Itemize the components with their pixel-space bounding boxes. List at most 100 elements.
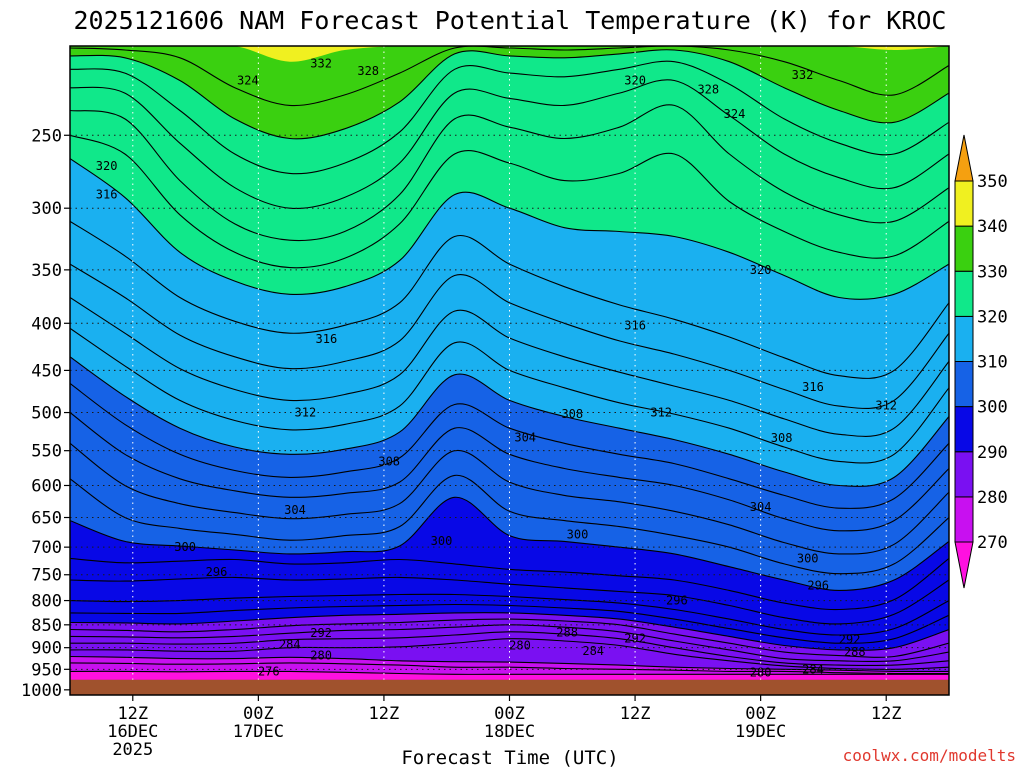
contour-label-316: 316	[802, 380, 824, 394]
isotherm-316	[70, 263, 949, 410]
contour-label-288: 288	[556, 625, 578, 639]
colorbar-segment-max	[954, 134, 974, 182]
contour-label-304: 304	[514, 430, 536, 444]
x-tick-label-h78-0: 12Z	[871, 704, 902, 724]
colorbar-segment-300	[954, 361, 974, 408]
contour-label-292: 292	[624, 632, 646, 646]
x-tick-label-h42-0: 00Z	[494, 704, 525, 724]
contour-label-324: 324	[237, 74, 259, 88]
contour-label-280: 280	[509, 639, 531, 653]
y-tick-label-950: 950	[31, 660, 62, 680]
contour-label-308: 308	[771, 431, 793, 445]
contour-label-284: 284	[279, 638, 301, 652]
isotherm-328	[70, 60, 949, 175]
x-tick-label-h30-0: 12Z	[369, 704, 400, 724]
y-axis: 250 300 350 400 450 500 550 600 650 700 750 800 850 9…	[21, 126, 70, 701]
contour-label-320: 320	[96, 159, 118, 173]
isotherm-306	[70, 412, 949, 532]
x-tick-label-h66-1: 19DEC	[735, 722, 786, 742]
contour-label-280: 280	[750, 666, 772, 680]
contour-label-316: 316	[96, 188, 118, 202]
colorbar-segment-340	[954, 180, 974, 227]
contour-label-308: 308	[378, 454, 400, 468]
y-tick-label-800: 800	[31, 592, 62, 612]
colorbar-segment-320	[954, 270, 974, 317]
contour-label-328: 328	[357, 64, 379, 78]
colorbar: 270 280 290 300 310 320 330 340 350	[954, 134, 1008, 589]
colorbar-label-300: 300	[977, 398, 1008, 418]
fill-band-340	[70, 46, 949, 62]
x-tick-label-h6-1: 16DEC	[107, 722, 158, 742]
y-tick-label-850: 850	[31, 616, 62, 636]
contour-label-316: 316	[316, 332, 338, 346]
isotherm-292	[70, 603, 949, 644]
isotherm-310	[70, 356, 949, 487]
colorbar-label-290: 290	[977, 443, 1008, 463]
contour-label-300: 300	[567, 527, 589, 541]
y-tick-label-1000: 1000	[21, 681, 62, 701]
x-axis-label: Forecast Time (UTC)	[401, 747, 618, 768]
colorbar-segment-330	[954, 225, 974, 272]
isotherm-326	[70, 79, 949, 210]
contour-label-320: 320	[750, 263, 772, 277]
y-tick-label-400: 400	[31, 314, 62, 334]
isotherm-308	[70, 383, 949, 509]
contour-labels: 324 332 328 320 328 332 324 320 316 320 316 316 316 3…	[96, 57, 897, 680]
colorbar-segment-310	[954, 315, 974, 362]
isotherm-284	[70, 631, 949, 667]
colorbar-label-310: 310	[977, 353, 1008, 373]
contour-label-316: 316	[624, 318, 646, 332]
contour-label-312: 312	[875, 398, 897, 412]
y-tick-label-650: 650	[31, 509, 62, 529]
y-tick-label-450: 450	[31, 361, 62, 381]
y-tick-label-550: 550	[31, 442, 62, 462]
contour-label-308: 308	[561, 407, 583, 421]
contour-label-300: 300	[797, 551, 819, 565]
colorbar-label-270: 270	[977, 533, 1008, 553]
isotherm-320	[70, 158, 949, 300]
contour-label-296: 296	[666, 594, 688, 608]
contour-label-312: 312	[650, 406, 672, 420]
contour-label-284: 284	[802, 662, 824, 676]
chart-title: 2025121606 NAM Forecast Potential Temper…	[74, 6, 947, 35]
colorbar-segment-290	[954, 406, 974, 453]
contour-label-276: 276	[258, 664, 280, 678]
contour-label-324: 324	[724, 107, 746, 121]
colorbar-segment-280	[954, 451, 974, 498]
credit-text: coolwx.com/modelts	[843, 746, 1016, 765]
y-tick-label-900: 900	[31, 639, 62, 659]
contour-label-332: 332	[310, 57, 332, 71]
contour-label-292: 292	[310, 626, 332, 640]
y-tick-label-600: 600	[31, 477, 62, 497]
isotherm-312	[70, 327, 949, 464]
contour-label-300: 300	[174, 540, 196, 554]
colorbar-label-330: 330	[977, 262, 1008, 282]
surface-terrain	[70, 679, 949, 695]
contour-label-328: 328	[697, 83, 719, 97]
colorbar-label-320: 320	[977, 307, 1008, 327]
isotherm-322	[70, 134, 949, 269]
contour-label-304: 304	[750, 500, 772, 514]
isotherm-296	[70, 576, 949, 625]
isotherm-324	[70, 104, 949, 242]
y-tick-label-700: 700	[31, 538, 62, 558]
isotherm-304	[70, 442, 949, 555]
isotherm-314	[70, 297, 949, 437]
x-tick-label-h18-1: 17DEC	[233, 722, 284, 742]
contour-label-296: 296	[807, 578, 829, 592]
contour-label-332: 332	[792, 68, 814, 82]
grid-lines	[70, 46, 949, 695]
y-tick-label-250: 250	[31, 126, 62, 146]
contour-label-300: 300	[431, 534, 453, 548]
contour-label-320: 320	[624, 74, 646, 88]
contour-label-292: 292	[839, 633, 861, 647]
contour-label-284: 284	[582, 644, 604, 658]
contour-label-312: 312	[295, 406, 317, 420]
colorbar-label-280: 280	[977, 488, 1008, 508]
isotherm-318	[70, 220, 949, 379]
colorbar-label-350: 350	[977, 172, 1008, 192]
y-tick-label-350: 350	[31, 261, 62, 281]
isotherm-330	[70, 49, 949, 140]
x-tick-label-h18-0: 00Z	[243, 704, 274, 724]
